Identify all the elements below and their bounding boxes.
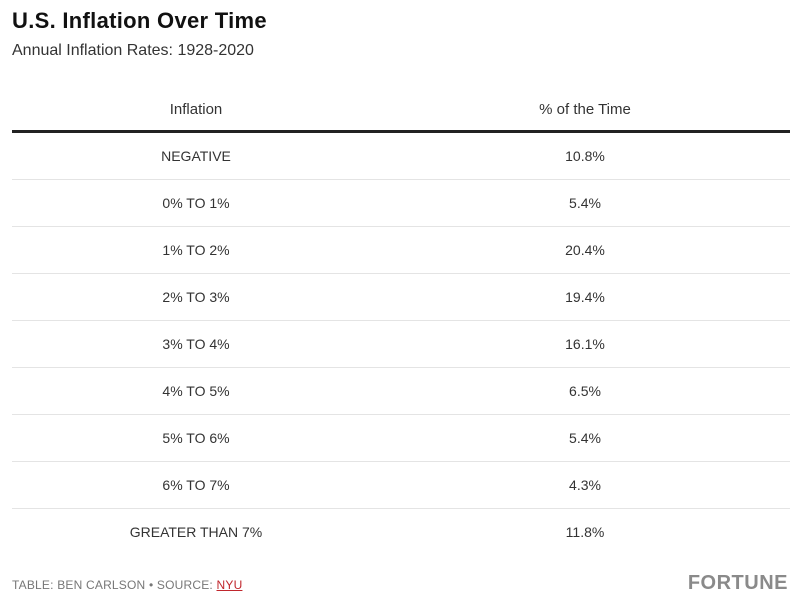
percent-of-time-cell: 19.4%	[565, 289, 605, 305]
inflation-range-cell: 2% TO 3%	[162, 289, 230, 305]
inflation-range-cell: 4% TO 5%	[162, 383, 230, 399]
percent-of-time-cell: 10.8%	[565, 148, 605, 164]
percent-of-time-cell: 11.8%	[565, 524, 605, 540]
chart-title: U.S. Inflation Over Time	[12, 8, 267, 33]
inflation-range-cell: 1% TO 2%	[162, 242, 230, 258]
percent-of-time-cell: 16.1%	[565, 336, 605, 352]
inflation-range-cell: 0% TO 1%	[162, 195, 230, 211]
column-header-inflation: Inflation	[169, 100, 223, 118]
chart-subtitle: Annual Inflation Rates: 1928-2020	[12, 42, 254, 59]
table-row: NEGATIVE 10.8%	[12, 133, 790, 180]
source-credit: TABLE: BEN CARLSON • SOURCE: NYU	[12, 578, 242, 592]
inflation-range-cell: GREATER THAN 7%	[129, 524, 263, 540]
table-row: 5% TO 6% 5.4%	[12, 415, 790, 462]
percent-of-time-cell: 20.4%	[565, 242, 605, 258]
table-row: 4% TO 5% 6.5%	[12, 368, 790, 415]
source-credit-text: TABLE: BEN CARLSON • SOURCE:	[12, 578, 217, 592]
table-row: 3% TO 4% 16.1%	[12, 321, 790, 368]
table-body: NEGATIVE 10.8% 0% TO 1% 5.4% 1% TO 2% 20.4% 2%…	[12, 133, 790, 555]
table-row: 2% TO 3% 19.4%	[12, 274, 790, 321]
table-header-row: Inflation % of the Time	[12, 88, 790, 133]
percent-of-time-cell: 6.5%	[569, 383, 601, 399]
column-header-percent: % of the Time	[539, 100, 631, 118]
table-row: GREATER THAN 7% 11.8%	[12, 509, 790, 555]
inflation-range-cell: NEGATIVE	[161, 148, 231, 164]
table-row: 0% TO 1% 5.4%	[12, 180, 790, 227]
fortune-logo: FORTUNE	[687, 572, 788, 594]
percent-of-time-cell: 5.4%	[569, 430, 601, 446]
inflation-range-cell: 5% TO 6%	[162, 430, 230, 446]
inflation-range-cell: 6% TO 7%	[162, 477, 230, 493]
table-row: 1% TO 2% 20.4%	[12, 227, 790, 274]
table-row: 6% TO 7% 4.3%	[12, 462, 790, 509]
source-link[interactable]: NYU	[216, 578, 243, 592]
inflation-range-cell: 3% TO 4%	[162, 336, 230, 352]
percent-of-time-cell: 5.4%	[569, 195, 601, 211]
inflation-table: Inflation % of the Time NEGATIVE 10.8% 0% …	[12, 88, 790, 555]
percent-of-time-cell: 4.3%	[569, 477, 601, 493]
